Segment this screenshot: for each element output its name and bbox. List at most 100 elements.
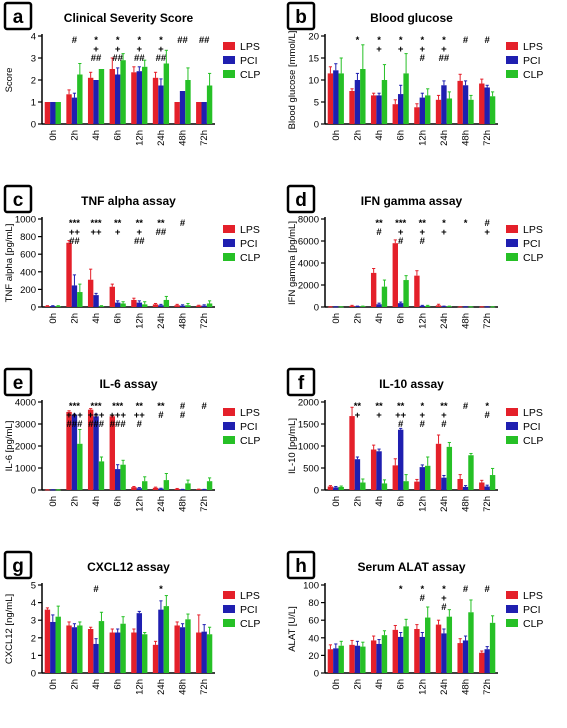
x-tick-label: 0h (48, 130, 59, 141)
bar-lps (392, 465, 398, 490)
bar-pci (136, 488, 143, 490)
bar-clp (403, 280, 409, 307)
bar-clp (142, 481, 148, 490)
x-tick-label: 0h (331, 496, 342, 507)
significance-mark: ++ (91, 227, 103, 238)
significance-mark: ## (177, 35, 188, 46)
bar-lps (392, 243, 398, 307)
legend-swatch-pci (506, 239, 518, 247)
legend-swatch-lps (223, 591, 235, 599)
bar-pci (376, 304, 382, 307)
bar-pci (462, 85, 469, 124)
significance-mark: + (484, 227, 490, 238)
x-tick-label: 24h (156, 130, 167, 146)
x-tick-label: 48h (178, 496, 189, 512)
x-tick-label: 6h (113, 496, 124, 507)
significance-mark: +++ (109, 410, 126, 421)
x-tick-label: 0h (331, 130, 342, 141)
legend-swatch-lps (506, 225, 518, 233)
panel-letter: e (13, 373, 24, 394)
x-tick-label: 72h (199, 496, 210, 512)
y-tick-label: 100 (303, 581, 319, 592)
bar-lps (370, 272, 377, 307)
bar-pci (484, 87, 490, 124)
bar-pci (71, 627, 78, 673)
bar-clp (98, 621, 105, 673)
x-tick-label: 12h (134, 130, 145, 146)
bar-lps (327, 649, 334, 673)
significance-mark: # (180, 218, 186, 229)
bar-pci (179, 489, 186, 491)
bar-clp (77, 625, 83, 673)
bar-lps (174, 102, 180, 124)
significance-mark: # (463, 584, 469, 595)
bar-pci (419, 636, 426, 673)
bar-pci (201, 305, 207, 307)
y-tick-label: 3 (31, 54, 36, 65)
bar-pci (93, 416, 99, 490)
significance-mark: ## (112, 53, 123, 64)
bar-pci (333, 648, 339, 673)
legend-swatch-clp (223, 70, 235, 78)
significance-mark: + (137, 227, 143, 238)
legend-label: LPS (240, 224, 260, 236)
significance-mark: ** (157, 218, 165, 229)
significance-mark: # (93, 584, 99, 595)
bar-lps (370, 449, 377, 490)
y-tick-label: 600 (20, 250, 36, 261)
bar-pci (397, 429, 404, 490)
legend-swatch-pci (506, 56, 518, 64)
y-axis-label: IFN gamma [pg/mL] (287, 221, 298, 305)
y-axis-label: Blood glucose [mmol/L] (287, 31, 298, 130)
bar-clp (77, 292, 83, 307)
legend-swatch-pci (223, 239, 235, 247)
x-tick-label: 2h (352, 496, 363, 507)
bar-clp (489, 622, 496, 673)
bar-clp (55, 306, 61, 307)
bar-lps (66, 94, 72, 124)
bar-clp (446, 446, 453, 490)
bar-lps (414, 107, 420, 124)
x-tick-label: 4h (374, 130, 385, 141)
y-tick-label: 0 (314, 303, 319, 314)
significance-mark: ** (157, 401, 165, 412)
legend-label: CLP (523, 69, 543, 81)
y-tick-label: 2000 (15, 442, 36, 453)
chart-title: Serum ALAT assay (357, 560, 465, 574)
bar-clp (185, 80, 191, 124)
significance-mark: ** (440, 401, 448, 412)
chart-panel-b: b Blood glucose Blood glucose [mmol/L] 0 5 10… (286, 1, 543, 146)
y-tick-label: 2000 (298, 281, 319, 292)
bar-pci (50, 102, 56, 124)
legend-swatch-clp (223, 619, 235, 627)
significance-mark: ** (397, 401, 405, 412)
significance-mark: # (420, 419, 426, 430)
bar-clp (206, 85, 213, 124)
y-tick-label: 800 (20, 232, 36, 243)
legend-label: LPS (240, 590, 260, 602)
significance-mark: * (442, 584, 446, 595)
significance-mark: # (202, 401, 208, 412)
bar-lps (435, 443, 442, 490)
bar-pci (136, 302, 143, 307)
x-tick-label: 48h (461, 130, 472, 146)
x-tick-label: 0h (331, 679, 342, 690)
bar-lps (131, 632, 137, 673)
bar-lps (479, 652, 485, 673)
significance-mark: ++ (395, 410, 407, 421)
y-tick-label: 1000 (15, 464, 36, 475)
chart-panel-c: c TNF alpha assay TNF alpha [pg/mL] 0 200 400… (3, 184, 260, 329)
legend-swatch-lps (223, 408, 235, 416)
y-axis-label: ALAT [U/L] (287, 606, 298, 652)
legend-label: CLP (240, 252, 260, 264)
x-tick-label: 2h (69, 130, 80, 141)
x-tick-label: 4h (91, 679, 102, 690)
y-tick-label: 3000 (15, 420, 36, 431)
legend-label: LPS (240, 407, 260, 419)
significance-mark: # (463, 401, 469, 412)
bar-lps (435, 624, 442, 673)
bar-lps (44, 609, 51, 673)
bar-clp (120, 303, 126, 307)
legend-label: CLP (523, 618, 543, 630)
legend-label: LPS (523, 41, 543, 53)
